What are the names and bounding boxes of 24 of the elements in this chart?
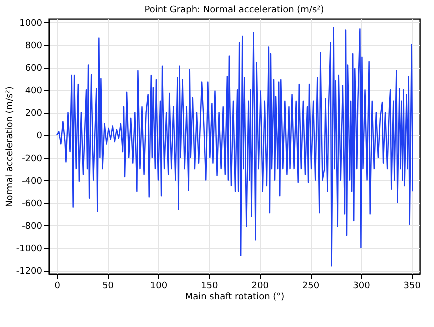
y-tick-label: 800	[25, 41, 43, 52]
y-axis-title: Normal acceleration (m/s²)	[5, 86, 16, 208]
y-tick-label: -1000	[16, 244, 43, 255]
y-tick-label: 400	[25, 86, 43, 97]
x-tick-label: 50	[102, 282, 114, 292]
y-tick-label: -600	[22, 199, 43, 210]
x-tick-label: 250	[302, 282, 320, 292]
y-tick-label: 600	[25, 64, 43, 74]
y-tick-label: -800	[22, 222, 43, 232]
y-tick-label: 1000	[20, 18, 43, 29]
y-tick-label: -1200	[16, 267, 43, 278]
y-tick-label: -400	[22, 176, 43, 187]
x-tick-label: 200	[252, 282, 270, 292]
x-tick-label: 0	[54, 282, 61, 292]
y-tick-label: 0	[36, 132, 43, 142]
y-tick-label: 200	[25, 109, 43, 120]
x-tick-label: 100	[150, 282, 168, 292]
y-tick-label: -200	[22, 154, 43, 164]
chart-title: Point Graph: Normal acceleration (m/s²)	[144, 5, 324, 16]
x-tick-label: 150	[201, 282, 219, 292]
x-tick-label: 300	[353, 282, 371, 292]
line-series	[56, 27, 414, 267]
x-tick-label: 350	[404, 282, 422, 292]
x-axis-title: Main shaft rotation (°)	[185, 292, 285, 302]
